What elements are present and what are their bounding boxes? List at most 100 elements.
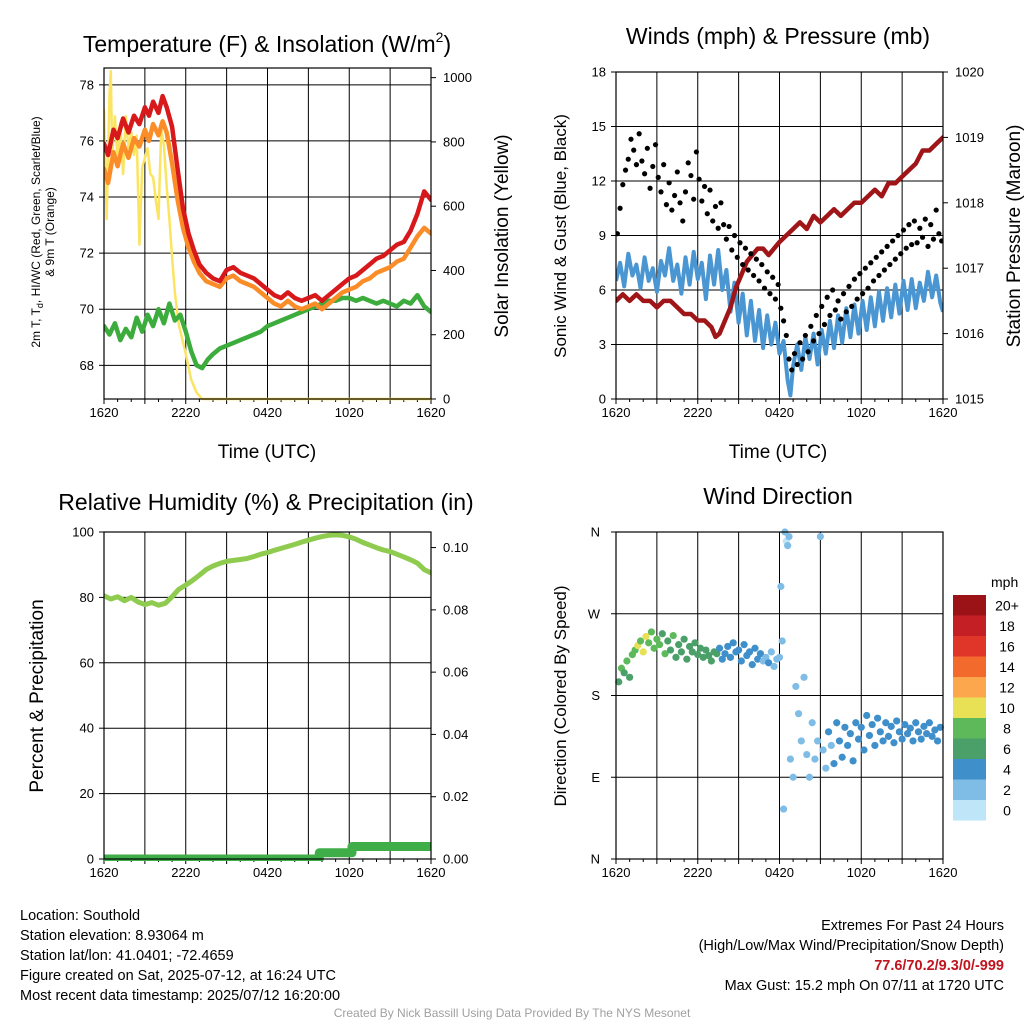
wind-direction-point xyxy=(838,753,846,761)
wind-direction-point xyxy=(912,719,920,727)
temperature-ylabel: 2m T, Td, HI/WC (Red, Green, Scarlet/Blu… xyxy=(29,116,57,347)
wind-direction-point xyxy=(895,728,904,736)
legend-color-swatch xyxy=(953,677,986,698)
winds-y2-tick-label: 1017 xyxy=(955,261,984,276)
wind-direction-point xyxy=(724,642,732,651)
extremes-title: Extremes For Past 24 Hours xyxy=(821,918,1004,934)
wind-gust-point xyxy=(903,245,909,251)
wind-gust-point xyxy=(909,241,915,248)
wind-gust-point xyxy=(832,307,838,313)
humidity-y-tick-label: 80 xyxy=(80,590,94,605)
wind-gust-point xyxy=(775,281,781,288)
wind-direction-point xyxy=(677,648,686,656)
wind-gust-point xyxy=(644,145,650,151)
wind-direction-point xyxy=(680,635,688,643)
humidity-y2-tick-label: 0.10 xyxy=(443,540,468,555)
wind-gust-point xyxy=(870,278,877,284)
wind-direction-point xyxy=(871,741,879,750)
humidity-x-tick-label: 2220 xyxy=(171,865,200,880)
wind-gust-point xyxy=(919,234,926,240)
wind-gust-point xyxy=(846,283,852,289)
temperature-x-tick-label: 1020 xyxy=(335,405,364,420)
wind-gust-point xyxy=(753,256,759,262)
wind-gust-point xyxy=(742,245,749,251)
wind-gust-point xyxy=(925,243,931,249)
wind-direction-point xyxy=(846,730,854,738)
winds-y-tick-label: 0 xyxy=(599,392,606,407)
temperature-series-line xyxy=(104,119,431,312)
most-recent-timestamp: Most recent data timestamp: 2025/07/12 1… xyxy=(20,988,341,1004)
wind-direction-point xyxy=(933,737,942,745)
temperature-y-tick-label: 78 xyxy=(80,77,94,92)
wind-gust-point xyxy=(906,222,912,228)
wind-gust-point xyxy=(669,207,675,213)
wind-gust-point xyxy=(647,185,653,191)
humidity-x-tick-label: 1620 xyxy=(417,865,446,880)
wind-direction-point xyxy=(890,739,898,747)
wind-gust-point xyxy=(887,261,893,268)
wind-direction-point xyxy=(849,757,857,765)
temperature-series-line xyxy=(104,292,431,371)
wind-gust-point xyxy=(721,222,727,228)
legend-speed-label: 2 xyxy=(1003,782,1011,798)
wind-gust-point xyxy=(816,331,822,337)
winds-panel: 1620 2220 0420 1020 162003691215181015101610… xyxy=(592,65,984,421)
winds-x-tick-label: 1620 xyxy=(602,405,631,420)
direction-y-tick-label: N xyxy=(591,852,600,867)
direction-y-tick-label: E xyxy=(591,770,600,785)
wind-gust-point xyxy=(800,356,806,362)
wind-direction-point xyxy=(740,641,748,649)
wind-gust-point xyxy=(685,160,691,166)
winds-plot-border xyxy=(615,71,944,400)
wind-direction-point xyxy=(745,648,754,656)
wind-direction-point xyxy=(852,719,860,727)
wind-gust-point xyxy=(650,163,656,170)
wind-gust-point xyxy=(879,249,885,255)
wind-direction-point xyxy=(702,646,710,654)
wind-direction-point xyxy=(936,723,944,731)
wind-direction-point xyxy=(868,720,876,729)
wind-direction-point xyxy=(721,650,729,658)
wind-direction-point xyxy=(661,650,669,658)
winds-y2-tick-label: 1019 xyxy=(955,130,984,145)
wind-gust-point xyxy=(838,316,844,322)
humidity-y-tick-label: 40 xyxy=(80,721,94,736)
wind-direction-point xyxy=(762,653,770,661)
wind-gust-point xyxy=(737,240,743,246)
wind-direction-point xyxy=(754,655,762,663)
legend-color-swatch xyxy=(953,718,986,739)
wind-gust-point xyxy=(617,205,623,211)
humidity-y-tick-label: 60 xyxy=(80,655,94,670)
wind-gust-point xyxy=(701,183,708,190)
wind-gust-point xyxy=(797,340,803,346)
wind-gust-point xyxy=(696,176,702,182)
legend-speed-label: 12 xyxy=(999,679,1015,695)
wind-direction-point xyxy=(699,653,707,661)
wind-gust-point xyxy=(808,323,814,329)
wind-direction-point xyxy=(898,735,906,743)
wind-gust-point xyxy=(740,261,746,268)
wind-direction-point xyxy=(756,650,765,658)
wind-direction-point xyxy=(623,657,631,665)
humidity-panel: 1620 2220 0420 1020 16200204060801000.000.02… xyxy=(72,525,468,881)
wind-gust-point xyxy=(620,182,626,188)
winds-x-tick-label: 2220 xyxy=(683,405,712,420)
wind-gust-point xyxy=(718,200,724,206)
winds-y2-tick-label: 1015 xyxy=(955,392,984,407)
wind-gust-point xyxy=(917,225,923,231)
wind-direction-point xyxy=(874,714,882,722)
humidity-y-tick-label: 100 xyxy=(72,525,94,540)
wind-gust-point xyxy=(854,296,860,302)
wind-gust-point xyxy=(748,251,754,257)
wind-gust-point xyxy=(759,261,765,268)
wind-gust-point xyxy=(928,222,934,228)
wind-direction-point xyxy=(718,655,726,663)
wind-speed-line xyxy=(616,246,943,398)
legend-color-swatch xyxy=(953,656,986,677)
legend-color-swatch xyxy=(953,800,986,821)
temperature-y-tick-label: 74 xyxy=(80,190,94,205)
wind-gust-point xyxy=(658,189,664,195)
wind-gust-point xyxy=(802,332,808,339)
